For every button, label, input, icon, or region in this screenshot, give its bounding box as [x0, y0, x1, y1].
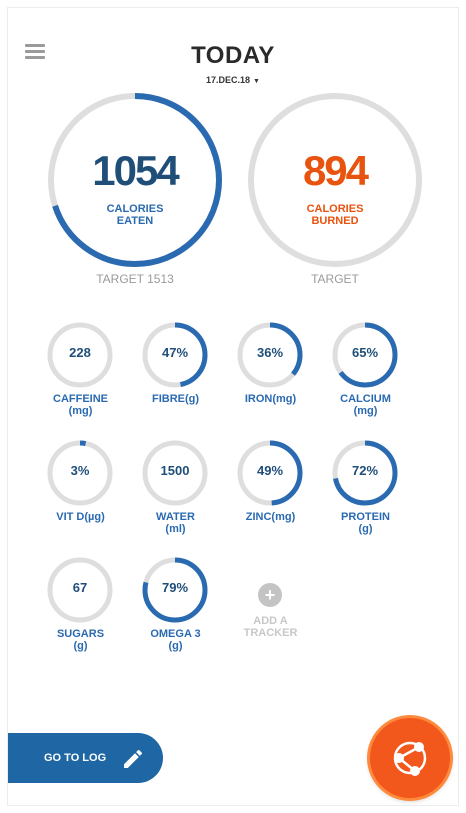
calories-eaten-label-line2: EATEN — [116, 215, 154, 227]
calories-eaten-ring[interactable]: 1054 CALORIES EATEN — [46, 91, 224, 269]
tracker-name-line1: PROTEIN — [341, 511, 390, 523]
tracker-ring-progress — [237, 322, 303, 388]
tracker-ring-progress — [237, 440, 303, 506]
tracker-iron[interactable]: 36% IRON(mg) — [223, 322, 318, 432]
tracker-vit-d[interactable]: 3% VIT D(µg) — [33, 440, 128, 550]
calories-burned-label: CALORIES BURNED — [246, 203, 424, 227]
add-tracker-button[interactable]: + ADD A TRACKER — [223, 583, 318, 673]
date-label: 17.DEC.18 — [206, 75, 251, 85]
tracker-name-line1: SUGARS — [56, 628, 105, 640]
tracker-name: ZINC(mg) — [223, 511, 318, 523]
calories-burned-label-line1: CALORIES — [306, 203, 364, 215]
tracker-water[interactable]: 1500 WATER (ml) — [128, 440, 223, 550]
tracker-ring-progress — [142, 322, 208, 388]
tracker-name-line1: VIT D(µg) — [56, 511, 105, 523]
tracker-name-line2: (ml) — [165, 523, 186, 535]
tracker-name: CAFFEINE (mg) — [33, 393, 128, 417]
tracker-value: 72% — [351, 463, 379, 478]
calories-eaten-target: TARGET 1513 — [96, 272, 174, 286]
tracker-value: 79% — [161, 580, 189, 595]
calories-burned-label-line2: BURNED — [311, 215, 359, 227]
chevron-down-icon: ▼ — [253, 78, 260, 85]
plus-icon: + — [258, 583, 282, 607]
tracker-ring — [47, 322, 113, 388]
tracker-name-line1: OMEGA 3 — [150, 628, 201, 640]
tracker-value: 3% — [70, 463, 90, 478]
tracker-ring — [142, 440, 208, 506]
tracker-ring — [47, 557, 113, 623]
date-selector[interactable]: 17.DEC.18 ▼ — [0, 75, 466, 85]
tracker-name-line2: (g) — [358, 523, 373, 535]
tracker-ring-progress — [332, 440, 398, 506]
tracker-name-line1: WATER — [156, 511, 195, 523]
tracker-ring — [332, 440, 398, 506]
tracker-ring — [332, 322, 398, 388]
tracker-name: FIBRE(g) — [128, 393, 223, 405]
tracker-value: 49% — [256, 463, 284, 478]
tracker-value: 228 — [69, 345, 91, 360]
tracker-ring — [142, 557, 208, 623]
calories-eaten-label: CALORIES EATEN — [46, 203, 224, 227]
tracker-name-line1: FIBRE(g) — [151, 393, 200, 405]
calories-eaten-value: 1054 — [92, 147, 179, 194]
go-to-log-button[interactable]: GO TO LOG — [8, 733, 163, 783]
hamburger-menu-icon[interactable] — [25, 44, 45, 62]
tracker-omega-3[interactable]: 79% OMEGA 3 (g) — [128, 557, 223, 667]
tracker-name-line2: (mg) — [353, 405, 378, 417]
tracker-value: 47% — [161, 345, 189, 360]
calories-burned-ring-graphic — [248, 93, 422, 267]
tracker-name: OMEGA 3 (g) — [128, 628, 223, 652]
tracker-ring — [237, 440, 303, 506]
tracker-protein[interactable]: 72% PROTEIN (g) — [318, 440, 413, 550]
tracker-value: 67 — [72, 580, 88, 595]
tracker-caffeine[interactable]: 228 CAFFEINE (mg) — [33, 322, 128, 432]
tracker-sugars[interactable]: 67 SUGARS (g) — [33, 557, 128, 667]
calories-burned-value: 894 — [302, 147, 369, 194]
tracker-name-line1: IRON(mg) — [244, 393, 297, 405]
go-to-log-label: GO TO LOG — [44, 752, 107, 764]
tracker-value: 36% — [256, 345, 284, 360]
tracker-name-line2: (g) — [73, 640, 88, 652]
tracker-value: 1500 — [160, 463, 190, 478]
page-title: TODAY — [191, 42, 275, 69]
add-tracker-label-line2: TRACKER — [243, 627, 298, 639]
tracker-name: SUGARS (g) — [33, 628, 128, 652]
tracker-ring — [47, 440, 113, 506]
tracker-name-line1: CALCIUM — [340, 393, 391, 405]
tracker-name: CALCIUM (mg) — [318, 393, 413, 417]
add-tracker-label: ADD A TRACKER — [223, 615, 318, 639]
tracker-ring-progress — [142, 557, 208, 623]
calories-burned-target: TARGET — [311, 272, 359, 286]
calories-eaten-label-line1: CALORIES — [106, 203, 164, 215]
app-frame — [8, 8, 458, 805]
share-network-icon — [393, 741, 427, 776]
tracker-name-line2: (mg) — [68, 405, 93, 417]
tracker-ring-progress — [47, 440, 113, 506]
tracker-name: IRON(mg) — [223, 393, 318, 405]
tracker-ring-progress — [332, 322, 398, 388]
tracker-name-line1: ZINC(mg) — [245, 511, 296, 523]
calories-burned-ring[interactable]: 894 CALORIES BURNED — [246, 91, 424, 269]
tracker-name-line1: CAFFEINE — [53, 393, 108, 405]
tracker-name: VIT D(µg) — [33, 511, 128, 523]
calories-eaten-ring-graphic — [48, 93, 222, 267]
share-fab-button[interactable] — [370, 718, 450, 798]
tracker-name: WATER (ml) — [128, 511, 223, 535]
pencil-icon — [124, 749, 143, 768]
tracker-value: 65% — [351, 345, 379, 360]
tracker-fibre[interactable]: 47% FIBRE(g) — [128, 322, 223, 432]
tracker-ring — [142, 322, 208, 388]
tracker-ring — [237, 322, 303, 388]
tracker-name: PROTEIN (g) — [318, 511, 413, 535]
tracker-name-line2: (g) — [168, 640, 183, 652]
add-tracker-label-line1: ADD A — [253, 615, 288, 627]
tracker-zinc[interactable]: 49% ZINC(mg) — [223, 440, 318, 550]
tracker-calcium[interactable]: 65% CALCIUM (mg) — [318, 322, 413, 432]
